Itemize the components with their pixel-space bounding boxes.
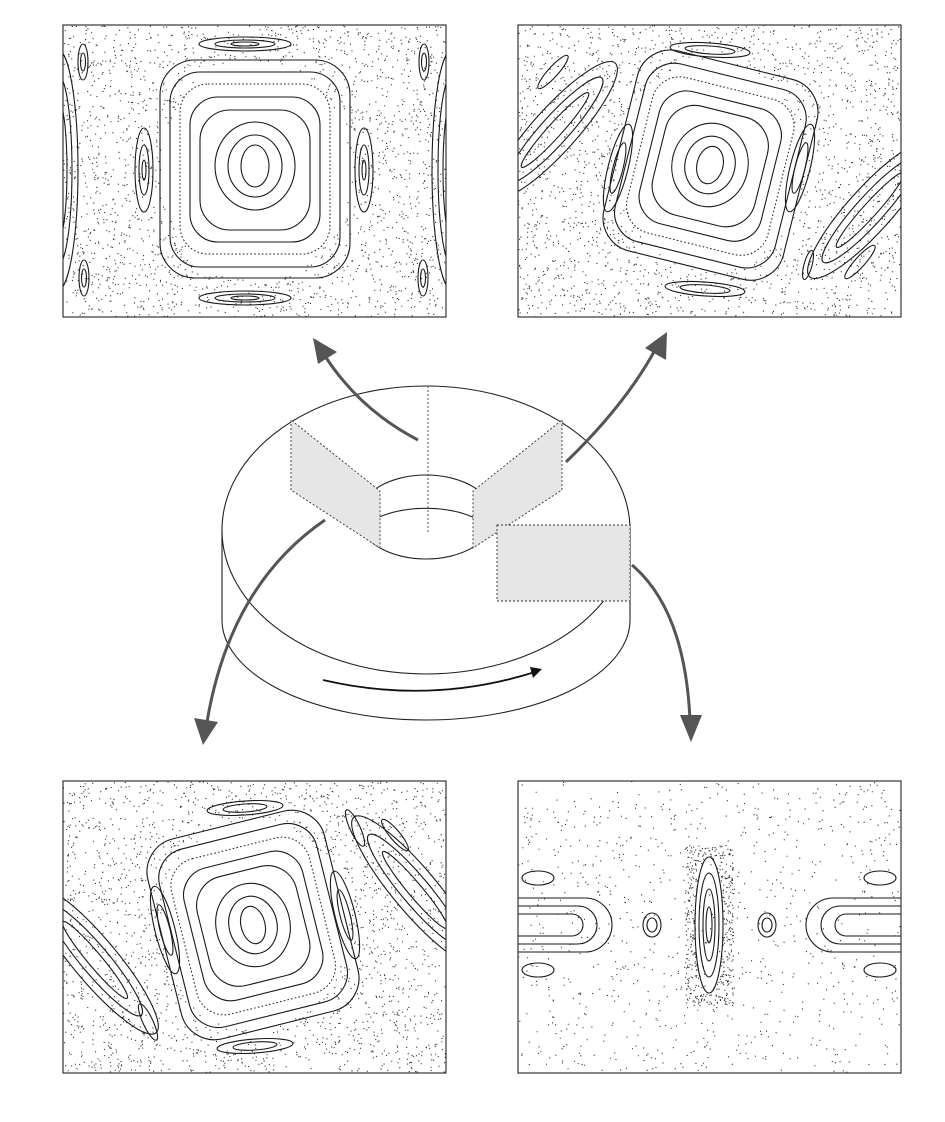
chaotic-sea-dots	[63, 25, 446, 317]
poloidal-section-left	[290, 419, 381, 549]
poincare-panel-top-right	[517, 24, 902, 318]
poincare-panel-bottom-left	[62, 780, 447, 1074]
rotation-arrow	[322, 671, 536, 692]
chaotic-sea-dots	[518, 781, 901, 1073]
panel-frame	[517, 780, 902, 1074]
chaos-dot-cloud	[63, 781, 446, 1073]
arrowhead-down-left-icon	[194, 718, 218, 745]
poloidal-section-right	[472, 419, 563, 549]
connector-arrows	[194, 332, 702, 745]
chaos-dot-cloud	[518, 25, 901, 317]
torus-diagram	[221, 385, 631, 721]
arrow-to-bottom-right	[631, 563, 692, 721]
chaos-dot-cloud	[518, 781, 901, 1073]
chaos-dot-cloud	[685, 845, 735, 1007]
arrow-to-top-right	[564, 349, 657, 464]
island-chain-contours	[63, 36, 446, 306]
arrow-to-top-left	[323, 355, 419, 442]
toroidal-section	[496, 524, 631, 602]
arrow-to-bottom-left	[205, 518, 326, 723]
panel-frame	[517, 24, 902, 318]
island-chain-contours	[518, 856, 901, 994]
island-chain-contours	[63, 799, 446, 1055]
island-chain-contours	[518, 41, 901, 298]
chaotic-sea-dots	[63, 781, 446, 1073]
panel-frame	[62, 780, 447, 1074]
chaotic-sea-dots	[518, 25, 901, 317]
poincare-panel-top-left	[62, 24, 447, 318]
arrowhead-up-right-icon	[645, 332, 667, 360]
panel-frame	[62, 24, 447, 318]
rotation-arrowhead-icon	[530, 667, 542, 678]
poincare-panel-bottom-right	[517, 780, 902, 1074]
arrowhead-up-left-icon	[313, 338, 337, 364]
arrowhead-down-right-icon	[680, 715, 702, 742]
chaos-dot-cloud	[63, 25, 446, 317]
